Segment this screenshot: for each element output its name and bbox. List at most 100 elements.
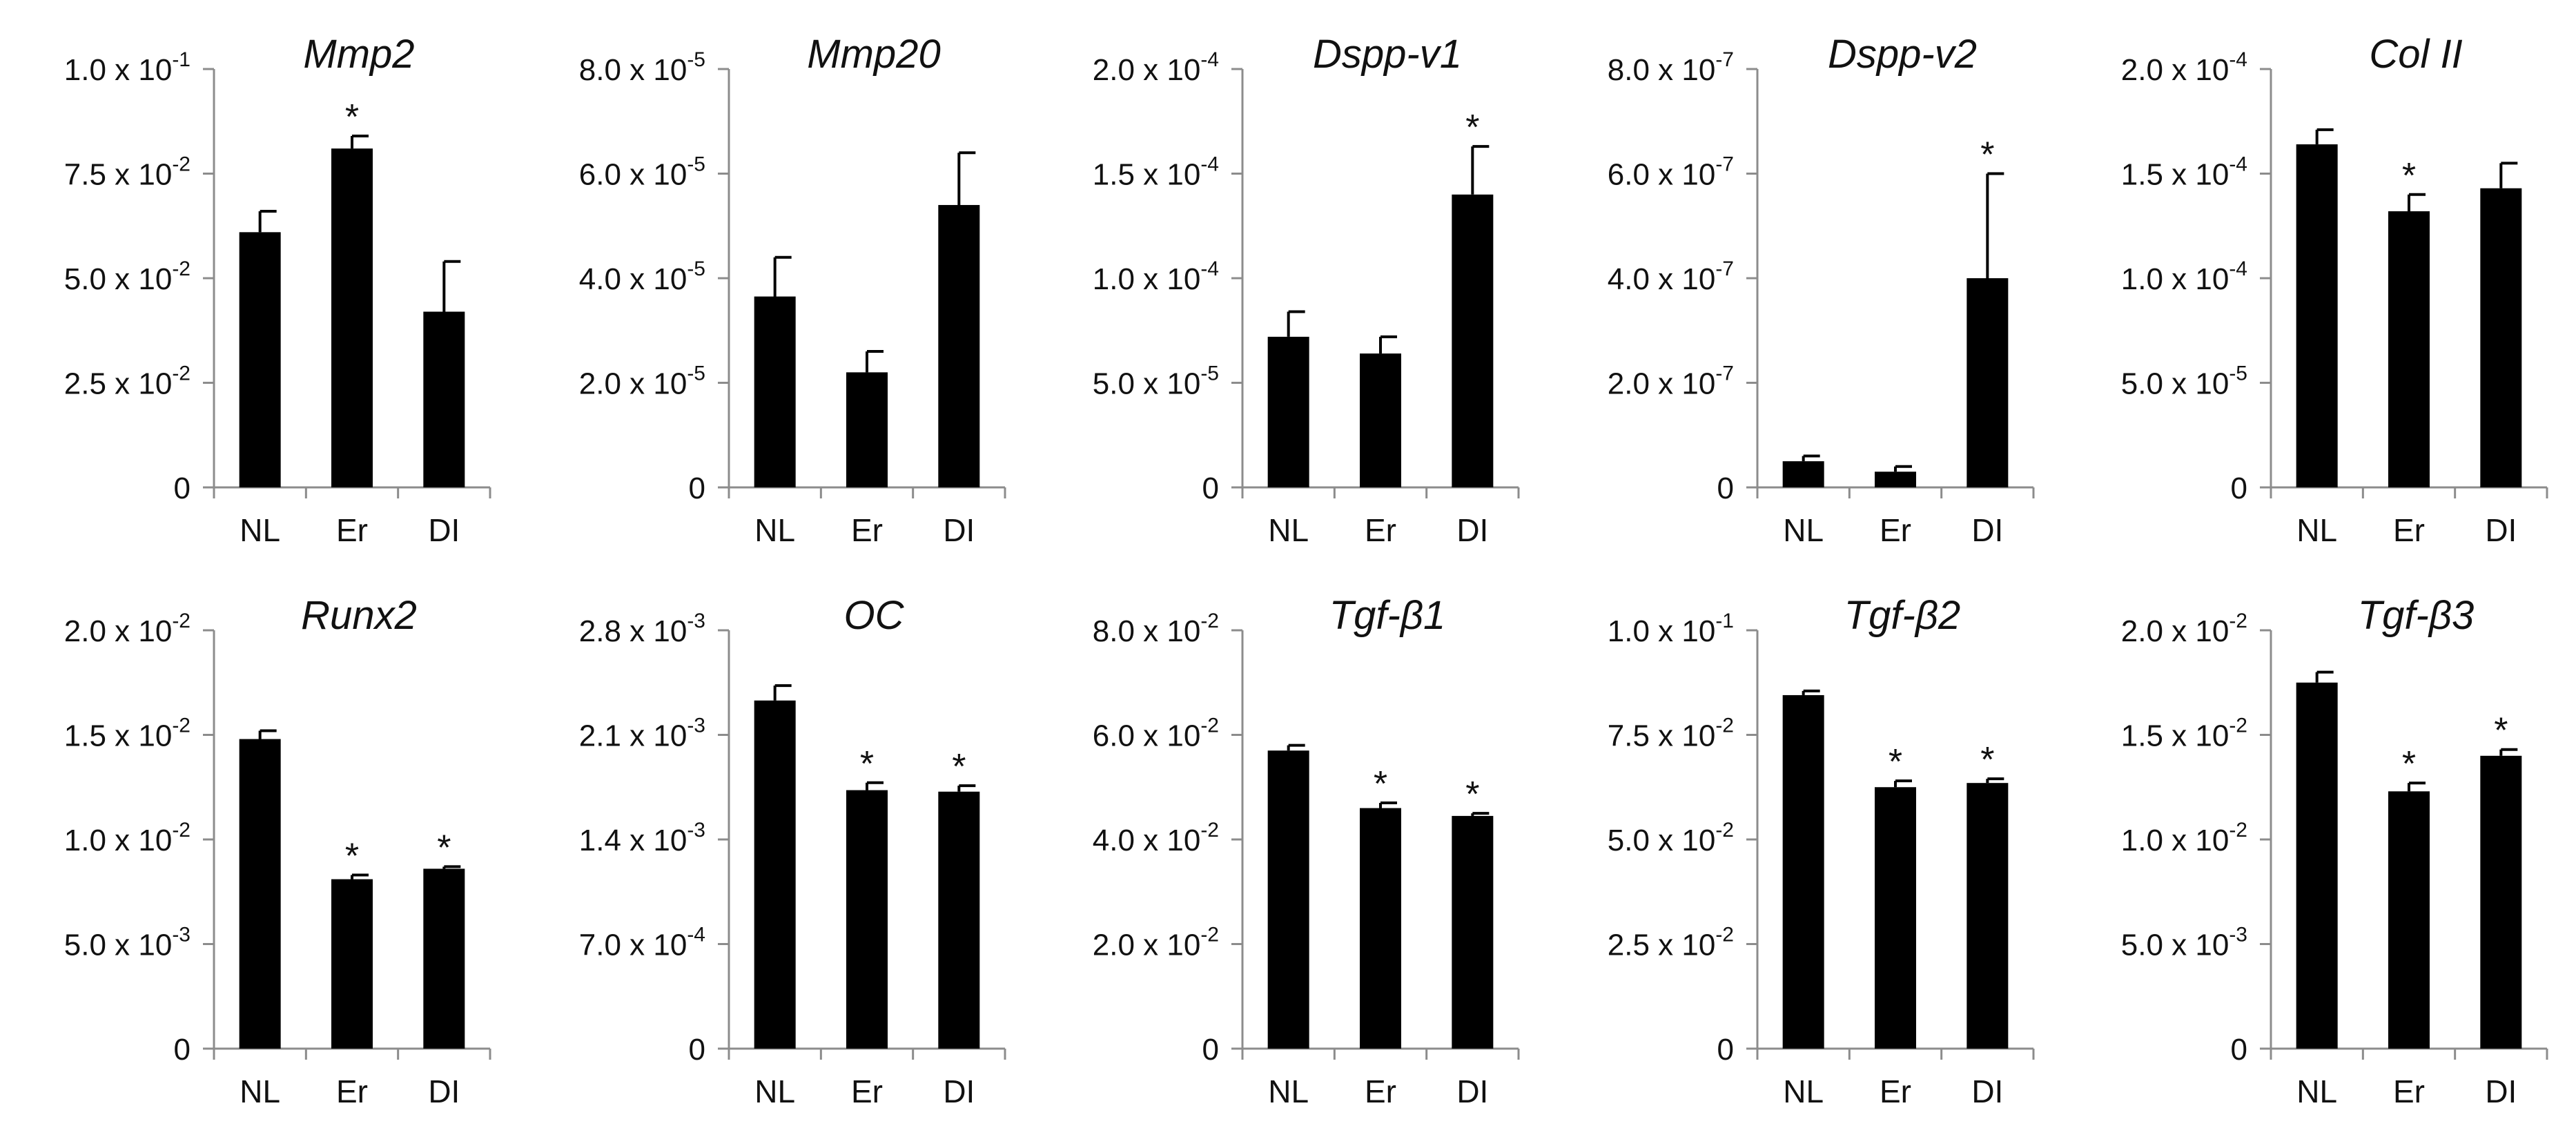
x-tick-label: Er xyxy=(336,512,368,548)
x-tick-label: Er xyxy=(336,1073,368,1109)
y-tick-label: 2.0 x 10-4 xyxy=(1093,48,1219,87)
significance-marker: * xyxy=(1980,740,1994,780)
x-tick-label: DI xyxy=(2485,512,2517,548)
bar-NL xyxy=(754,296,796,487)
bar-Er xyxy=(1360,353,1401,487)
y-tick-label: 6.0 x 10-2 xyxy=(1093,715,1219,753)
chart-title: Tgf-β3 xyxy=(2358,593,2475,638)
chart-panel-6: Runx2 0 5.0 x 10-3 1.0 x 10-2 1.5 x 10-2 2.0 … xyxy=(64,593,491,1109)
x-tick-label: NL xyxy=(2296,512,2337,548)
bar-NL xyxy=(1267,336,1309,487)
chart-title: Tgf-β1 xyxy=(1329,593,1446,638)
y-tick-label: 2.0 x 10-2 xyxy=(1093,924,1219,962)
bar-NL xyxy=(2296,144,2338,487)
significance-marker: * xyxy=(345,97,359,137)
bar-DI xyxy=(423,311,465,487)
chart-title: Mmp20 xyxy=(807,32,940,77)
bar-Er xyxy=(331,148,373,487)
bar-Er xyxy=(1875,472,1916,487)
x-tick-label: DI xyxy=(1971,512,2003,548)
y-tick-label: 1.5 x 10-4 xyxy=(1093,153,1219,192)
y-tick-label: 8.0 x 10-5 xyxy=(579,48,705,87)
y-tick-label: 5.0 x 10-5 xyxy=(2121,362,2247,401)
bar-NL xyxy=(1782,694,1824,1049)
y-tick-label: 6.0 x 10-5 xyxy=(579,153,705,192)
significance-marker: * xyxy=(860,744,874,784)
x-tick-label: Er xyxy=(2393,1073,2425,1109)
x-tick-label: DI xyxy=(1971,1073,2003,1109)
chart-panel-4: Dspp-v2 0 2.0 x 10-7 4.0 x 10-7 6.0 x 10-7 8.… xyxy=(1608,32,2035,548)
chart-title: Dspp-v1 xyxy=(1313,32,1462,77)
y-tick-label: 2.0 x 10-4 xyxy=(2121,48,2247,87)
bar-DI xyxy=(423,868,465,1049)
y-tick-label: 0 xyxy=(689,1033,705,1067)
y-tick-label: 6.0 x 10-7 xyxy=(1608,153,1734,192)
x-tick-label: NL xyxy=(754,512,795,548)
y-tick-label: 0 xyxy=(1202,472,1219,505)
chart-title: Mmp2 xyxy=(303,32,414,77)
bar-DI xyxy=(1452,815,1494,1049)
x-tick-label: NL xyxy=(754,1073,795,1109)
chart-title: Runx2 xyxy=(301,593,417,638)
bar-NL xyxy=(239,739,281,1049)
y-tick-label: 5.0 x 10-3 xyxy=(64,924,191,962)
significance-marker: * xyxy=(437,828,451,868)
significance-marker: * xyxy=(1465,108,1479,148)
y-tick-label: 1.5 x 10-2 xyxy=(2121,715,2247,753)
bar-NL xyxy=(754,700,796,1049)
significance-marker: * xyxy=(2402,156,2416,196)
bar-NL xyxy=(1267,750,1309,1049)
chart-title: Col II xyxy=(2369,32,2462,77)
significance-marker: * xyxy=(952,747,966,787)
y-tick-label: 2.0 x 10-2 xyxy=(64,610,191,648)
y-tick-label: 0 xyxy=(1717,472,1734,505)
y-tick-label: 8.0 x 10-2 xyxy=(1093,610,1219,648)
x-tick-label: Er xyxy=(1365,512,1396,548)
bar-DI xyxy=(1967,783,2009,1049)
y-tick-label: 1.0 x 10-4 xyxy=(2121,257,2247,296)
bar-NL xyxy=(239,232,281,487)
x-tick-label: NL xyxy=(240,1073,280,1109)
chart-title: OC xyxy=(844,593,905,638)
y-tick-label: 0 xyxy=(1717,1033,1734,1067)
chart-panel-3: Dspp-v1 0 5.0 x 10-5 1.0 x 10-4 1.5 x 10-4 2.… xyxy=(1093,32,1520,548)
bar-Er xyxy=(846,790,888,1049)
chart-panel-7: OC 0 7.0 x 10-4 1.4 x 10-3 2.1 x 10-3 2.8 x 1… xyxy=(579,593,1006,1109)
bar-Er xyxy=(2388,211,2430,487)
y-tick-label: 7.0 x 10-4 xyxy=(579,924,705,962)
bar-Er xyxy=(331,879,373,1049)
bar-Er xyxy=(1360,808,1401,1049)
significance-marker: * xyxy=(2494,711,2508,751)
x-tick-label: DI xyxy=(428,1073,460,1109)
x-tick-label: DI xyxy=(943,512,975,548)
x-tick-label: NL xyxy=(1783,512,1824,548)
chart-title: Tgf-β2 xyxy=(1844,593,1961,638)
chart-title: Dspp-v2 xyxy=(1828,32,1977,77)
chart-panel-2: Mmp20 0 2.0 x 10-5 4.0 x 10-5 6.0 x 10-5 8.0 … xyxy=(579,32,1006,548)
y-tick-label: 2.8 x 10-3 xyxy=(579,610,705,648)
y-tick-label: 1.0 x 10-1 xyxy=(64,48,191,87)
y-tick-label: 8.0 x 10-7 xyxy=(1608,48,1734,87)
y-tick-label: 5.0 x 10-3 xyxy=(2121,924,2247,962)
y-tick-label: 5.0 x 10-2 xyxy=(64,257,191,296)
y-tick-label: 1.0 x 10-1 xyxy=(1608,610,1734,648)
chart-panel-1: Mmp2 0 2.5 x 10-2 5.0 x 10-2 7.5 x 10-2 1.0 x… xyxy=(64,32,491,548)
bar-DI xyxy=(2480,755,2522,1049)
x-tick-label: DI xyxy=(1456,512,1488,548)
x-tick-label: DI xyxy=(2485,1073,2517,1109)
y-tick-label: 0 xyxy=(2231,472,2247,505)
chart-panel-10: Tgf-β3 0 5.0 x 10-3 1.0 x 10-2 1.5 x 10-2 2.0… xyxy=(2121,593,2548,1109)
chart-panel-8: Tgf-β1 0 2.0 x 10-2 4.0 x 10-2 6.0 x 10-2 8.0… xyxy=(1093,593,1520,1109)
y-tick-label: 1.5 x 10-2 xyxy=(64,715,191,753)
y-tick-label: 0 xyxy=(174,1033,191,1067)
bar-NL xyxy=(1782,461,1824,487)
y-tick-label: 7.5 x 10-2 xyxy=(64,153,191,192)
x-tick-label: Er xyxy=(2393,512,2425,548)
bar-DI xyxy=(2480,188,2522,487)
bar-NL xyxy=(2296,682,2338,1049)
bar-Er xyxy=(1875,787,1916,1049)
y-tick-label: 7.5 x 10-2 xyxy=(1608,715,1734,753)
x-tick-label: Er xyxy=(851,512,883,548)
significance-marker: * xyxy=(345,837,359,877)
